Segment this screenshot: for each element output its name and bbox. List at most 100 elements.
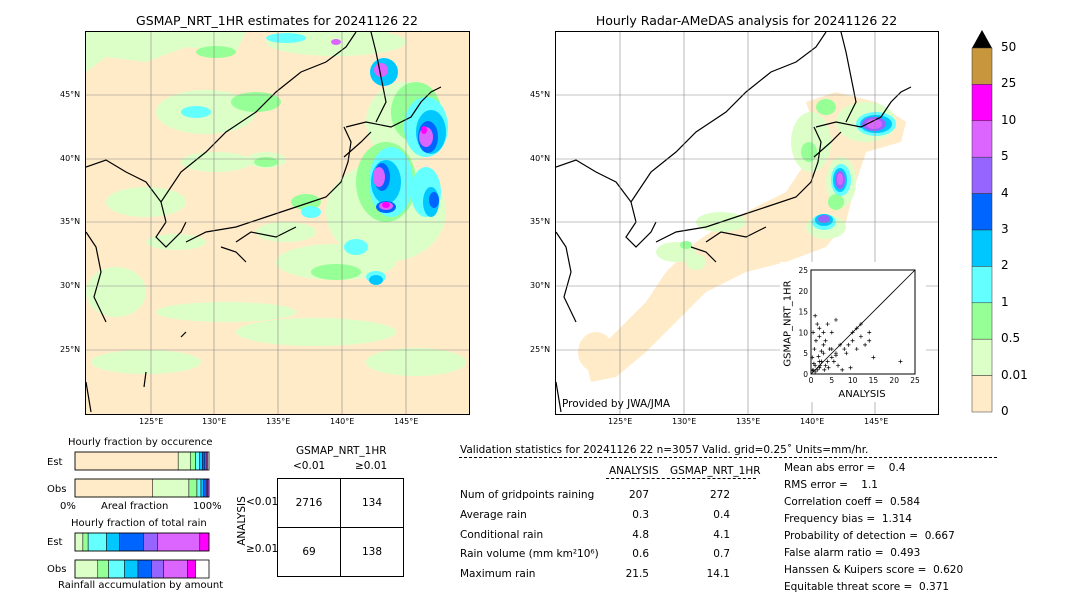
scatter-point	[823, 338, 828, 343]
left-lon-tick: 130°E	[202, 417, 227, 426]
colorbar-extend-arrow	[972, 30, 992, 48]
scatter-point	[816, 354, 821, 359]
scatter-point	[846, 342, 851, 347]
validation-row-label: Rain volume (mm km²10⁶)	[460, 548, 599, 560]
left-map-grid	[86, 32, 469, 414]
scatter-point	[833, 317, 838, 322]
scatter-point	[871, 355, 876, 360]
score-line: Hanssen & Kuipers score = 0.620	[784, 564, 964, 576]
validation-row-analysis: 4.8	[632, 529, 649, 541]
scatter-x-tick: 0	[809, 376, 814, 385]
validation-row-label: Conditional rain	[460, 529, 544, 541]
total-rain-bar-segment	[163, 559, 188, 579]
occurrence-bar-segment	[206, 451, 208, 471]
scatter-point	[831, 359, 836, 364]
right-map-title: Hourly Radar-AMeDAS analysis for 2024112…	[595, 13, 898, 28]
total-rain-bar-segment	[106, 532, 120, 552]
scatter-point	[818, 363, 823, 368]
score-line: Probability of detection = 0.667	[784, 530, 955, 542]
colorbar-segment	[971, 120, 993, 158]
colorbar-segment	[971, 84, 993, 122]
total-rain-bar-segment	[143, 532, 159, 552]
scatter-point	[819, 349, 824, 354]
validation-row-analysis: 0.6	[632, 548, 649, 560]
validation-row-analysis: 207	[628, 489, 649, 501]
scatter-point	[848, 365, 853, 370]
occurrence-cat-est: Est	[47, 457, 63, 468]
scatter-point	[821, 330, 826, 335]
scatter-point	[822, 367, 827, 372]
contingency-table: 2716 134 69 138	[277, 478, 404, 577]
left-lat-tick: 30°N	[60, 281, 81, 290]
scatter-point	[815, 322, 820, 327]
scatter-point	[829, 347, 834, 352]
scatter-point	[812, 347, 817, 352]
right-map-moderate-rain	[680, 99, 844, 249]
right-lat-tick: 25°N	[530, 345, 551, 354]
occurrence-bar-segment	[203, 478, 207, 498]
colorbar-label: 1	[1001, 294, 1009, 309]
colorbar-label: 50	[1001, 40, 1017, 54]
right-lon-tick: 140°E	[800, 417, 825, 426]
occurrence-bar-segment	[202, 451, 206, 471]
validation-row-label: Maximum rain	[460, 568, 536, 580]
right-map-coastline	[556, 32, 912, 413]
left-lat-tick: 25°N	[60, 345, 81, 354]
total-rain-cat-obs: Obs	[47, 564, 67, 575]
total-rain-bar-segment	[151, 559, 164, 579]
scatter-point	[863, 342, 868, 347]
scatter-point	[817, 334, 822, 339]
right-map-canvas	[556, 32, 938, 414]
contingency-row-label: ≥0.01	[246, 543, 279, 555]
validation-col-divider	[606, 478, 756, 479]
scatter-point	[833, 353, 838, 358]
scatter-point	[810, 368, 815, 373]
scatter-plot: 00 5 5 10 10 15 15 20 20 25 25	[798, 266, 920, 385]
scatter-y-tick: 15	[798, 308, 808, 317]
occurrence-bar-segment	[196, 478, 202, 498]
validation-col-analysis: ANALYSIS	[609, 465, 659, 477]
validation-col-gsmap: GSMAP_NRT_1HR	[670, 465, 761, 477]
occurrence-axis-right: 100%	[193, 501, 222, 512]
validation-row-gsmap: 0.7	[713, 548, 730, 560]
total-rain-bar-outline	[74, 532, 210, 552]
scatter-xlabel: ANALYSIS	[838, 389, 886, 400]
scatter-point	[844, 351, 849, 356]
contingency-header: GSMAP_NRT_1HR	[296, 445, 387, 457]
occurrence-bar-outline	[74, 451, 210, 471]
left-lon-tick: 140°E	[330, 417, 355, 426]
occurrence-bar-segment	[189, 451, 196, 471]
total-rain-footer: Rainfall accumulation by amount	[58, 580, 224, 591]
total-rain-bar-segment	[187, 559, 196, 579]
scatter-point	[854, 347, 859, 352]
score-line: RMS error = 1.1	[784, 479, 878, 491]
colorbar-label: 4	[1001, 185, 1009, 200]
colorbar-segment	[971, 375, 993, 413]
left-lon-tick: 135°E	[266, 417, 291, 426]
contingency-cell: 2716	[277, 478, 341, 528]
scatter-point	[858, 334, 863, 339]
scatter-point	[813, 313, 818, 318]
validation-row-gsmap: 4.1	[713, 529, 730, 541]
total-rain-bar-segment	[87, 532, 107, 552]
scatter-point	[838, 342, 843, 347]
total-rain-bar-segment	[97, 559, 109, 579]
colorbar-label: 2	[1001, 258, 1009, 273]
scatter-point	[810, 355, 815, 360]
left-lat-tick: 35°N	[60, 217, 81, 226]
scatter-point	[826, 365, 831, 370]
scatter-point	[813, 369, 818, 374]
validation-row-gsmap: 14.1	[706, 568, 730, 580]
occurrence-axis-mid: Areal fraction	[101, 501, 169, 512]
scatter-point	[811, 330, 816, 335]
total-rain-bar-segment	[74, 532, 84, 552]
scatter-point	[823, 363, 828, 368]
colorbar	[971, 30, 993, 413]
occurrence-axis-left: 0%	[60, 501, 76, 512]
scatter-y-tick: 10	[798, 328, 808, 337]
scatter-point	[825, 322, 830, 327]
total-rain-bar-segment	[74, 559, 99, 579]
occurrence-bar-segment	[177, 451, 191, 471]
scatter-point	[867, 338, 872, 343]
score-line: False alarm ratio = 0.493	[784, 547, 921, 559]
